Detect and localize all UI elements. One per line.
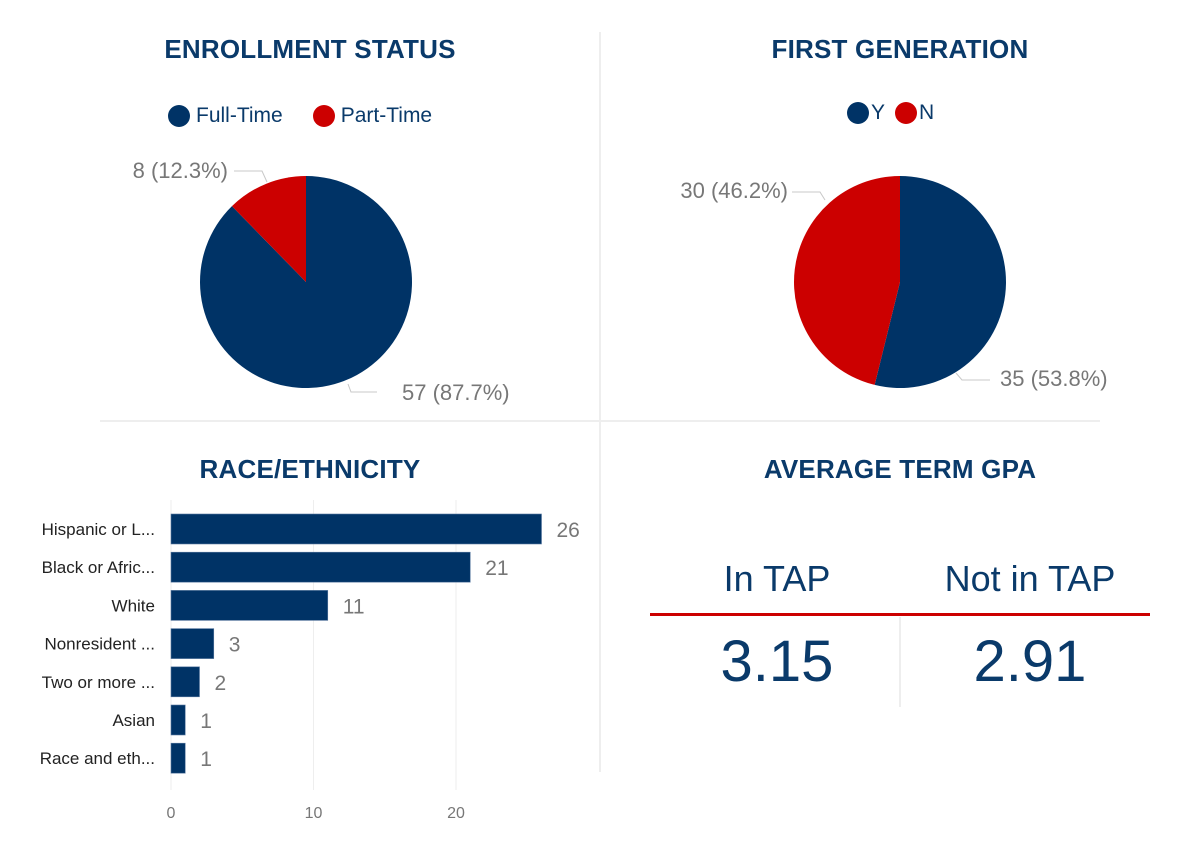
bar-value-label: 1 [200,748,212,771]
bar-value-label: 26 [557,519,580,542]
bar[interactable] [170,551,471,583]
legend-swatch-icon [895,102,918,124]
gpa-value-not-in-tap: 2.91 [973,629,1087,694]
pie-slice-part-time[interactable] [231,176,306,282]
bar[interactable] [170,513,542,545]
legend-label: Y [871,101,886,124]
y-category-label: Nonresident ... [44,635,155,654]
gpa-header-in-tap: In TAP [723,558,831,599]
bar-value-label: 1 [200,710,212,733]
enrollment-pie-chart: 8 (12.3%) 57 (87.7%) [133,158,510,405]
gpa-header-underline [650,613,1150,616]
pie-slice-n[interactable] [793,175,900,385]
legend-label: Part-Time [340,104,433,127]
gpa-header-not-in-tap: Not in TAP [944,558,1116,599]
pie-data-label: 30 (46.2%) [680,178,788,203]
legend-item-y[interactable]: Y [847,101,885,125]
quadrant-divider-horizontal [100,420,1100,422]
legend-swatch-icon [312,105,335,127]
gpa-column-divider [899,617,901,707]
bar[interactable] [170,704,186,736]
legend-label: Full-Time [196,104,283,127]
y-category-label: Race and eth... [40,749,155,768]
average-term-gpa-title: AVERAGE TERM GPA [763,454,1037,484]
y-category-label: Black or Afric... [42,558,155,577]
x-tick-label: 20 [447,805,465,822]
first-generation-legend: Y N [847,101,934,125]
y-category-label: White [112,596,155,615]
bar[interactable] [170,590,329,621]
data-label-leader-line [955,372,990,381]
pie-slice-y[interactable] [874,176,1006,388]
enrollment-status-title: ENROLLMENT STATUS [164,34,456,64]
pie-data-label: 8 (12.3%) [133,158,228,183]
bar-value-label: 11 [343,595,365,618]
legend-label: N [919,101,935,124]
first-generation-pie-chart: 30 (46.2%) 35 (53.8%) [680,175,1108,391]
legend-swatch-icon [168,105,190,127]
pie-data-label: 35 (53.8%) [1000,366,1108,391]
legend-item-part-time[interactable]: Part-Time [312,104,433,128]
x-tick-label: 0 [167,805,176,822]
quadrant-divider-vertical [599,32,601,772]
race-ethnicity-bar-chart: 0 10 20 Hispanic or L... 26 Black or Afric...… [40,500,580,822]
data-label-leader-line [347,383,377,393]
race-ethnicity-title: RACE/ETHNICITY [199,454,421,484]
bar[interactable] [170,628,215,659]
x-tick-label: 10 [305,805,323,822]
pie-data-label: 57 (87.7%) [402,380,510,405]
y-category-label: Asian [112,711,155,730]
legend-item-full-time[interactable]: Full-Time [168,104,283,128]
enrollment-legend: Full-Time Part-Time [168,104,432,128]
gpa-value-in-tap: 3.15 [720,629,834,694]
bar[interactable] [170,742,186,774]
legend-swatch-icon [847,102,869,124]
bar-value-label: 2 [215,672,227,695]
bar[interactable] [170,666,200,698]
bar-value-label: 21 [485,557,508,580]
legend-item-n[interactable]: N [895,101,934,125]
data-label-leader-line [792,191,826,201]
bar-value-label: 3 [229,634,241,657]
data-label-leader-line [234,170,268,183]
y-category-label: Two or more ... [42,673,155,692]
first-generation-title: FIRST GENERATION [771,34,1029,64]
y-category-label: Hispanic or L... [42,520,155,539]
